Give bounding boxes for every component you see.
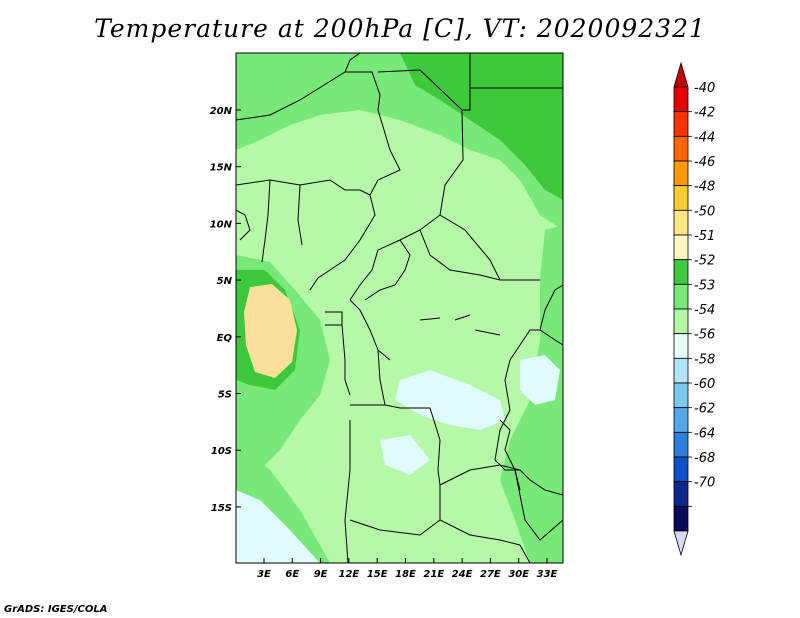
lat-tick-label: 15S	[211, 503, 232, 514]
lat-tick-label: 10N	[210, 219, 233, 230]
colorbar-label: -52	[694, 254, 715, 269]
colorbar-swatch	[673, 160, 689, 187]
temperature-field	[236, 53, 563, 563]
lon-tick-label: 3E	[257, 569, 271, 580]
colorbar-label: -51	[694, 229, 715, 244]
colorbar-label: -62	[694, 402, 715, 417]
lon-tick-label: 27E	[480, 569, 501, 580]
colorbar-swatch	[673, 185, 689, 211]
country-borders	[236, 53, 563, 563]
colorbar-label: -60	[694, 377, 715, 392]
colorbar-label: -68	[694, 451, 715, 466]
lon-tick-label: 12E	[339, 569, 360, 580]
colorbar-label: -56	[694, 328, 715, 343]
colorbar-label: -48	[694, 180, 715, 195]
colorbar-label: -42	[694, 106, 715, 121]
colorbar-bottom-arrow	[673, 530, 689, 557]
lon-tick-label: 21E	[423, 569, 444, 580]
colorbar-label: -46	[694, 155, 715, 170]
lat-tick-label: EQ	[217, 333, 233, 344]
colorbar-swatch	[673, 382, 689, 409]
lon-tick-label: 18E	[395, 569, 416, 580]
colorbar-swatch	[673, 209, 689, 236]
colorbar-swatch	[673, 259, 689, 285]
lat-tick-label: 20N	[210, 106, 233, 117]
colorbar-label: -54	[694, 303, 715, 318]
longitude-axis: 3E 6E 9E 12E 15E 18E 21E 24E 27E 30E 33E	[257, 558, 558, 580]
colorbar-label: -44	[694, 130, 715, 145]
lon-tick-label: 9E	[314, 569, 328, 580]
colorbar-label: -50	[694, 204, 715, 219]
lat-tick-label: 10S	[211, 446, 232, 457]
field-cold-central	[395, 370, 505, 430]
colorbar-label: -64	[694, 426, 715, 441]
field-warm-spot	[244, 284, 297, 378]
map-frame	[235, 52, 564, 564]
colorbar-swatch	[673, 407, 689, 433]
colorbar-swatch	[673, 431, 689, 458]
lon-tick-label: 30E	[508, 569, 529, 580]
colorbar-swatch	[673, 505, 689, 532]
field-cold-lakes	[520, 355, 560, 405]
credit-label: GrADS: IGES/COLA	[4, 604, 108, 615]
colorbar-label: -70	[694, 476, 715, 491]
lat-tick-label: 15N	[210, 163, 233, 174]
colorbar-top-arrow	[673, 61, 689, 88]
colorbar-swatch	[673, 135, 689, 162]
colorbar-label: -58	[694, 352, 715, 367]
colorbar-swatch	[673, 456, 689, 483]
lon-tick-label: 6E	[285, 569, 299, 580]
colorbar-swatch	[673, 234, 689, 261]
colorbar-swatch	[673, 357, 689, 384]
colorbar-label: -53	[694, 278, 715, 293]
colorbar-swatch	[673, 481, 689, 507]
colorbar-swatch	[673, 308, 689, 335]
field-cold-sw	[236, 490, 320, 563]
lat-tick-label: 5N	[217, 276, 233, 287]
colorbar-swatch	[673, 86, 689, 113]
chart-title: Temperature at 200hPa [C], VT: 202009232…	[94, 14, 706, 43]
latitude-axis: 20N 15N 10N 5N EQ 5S 10S 15S	[210, 106, 241, 514]
lat-tick-label: 5S	[218, 390, 232, 401]
lon-tick-label: 24E	[452, 569, 473, 580]
colorbar-swatch	[673, 333, 689, 359]
colorbar-swatch	[673, 111, 689, 137]
colorbar-swatch	[673, 283, 689, 310]
lon-tick-label: 33E	[537, 569, 558, 580]
field-cold-south	[380, 435, 430, 475]
colorbar-label: -40	[694, 81, 715, 96]
colorbar: -40 -42 -44 -46 -48 -50 -51 -52 -53 -54 -56 -58 -60 -…	[673, 61, 715, 557]
lon-tick-label: 15E	[367, 569, 388, 580]
